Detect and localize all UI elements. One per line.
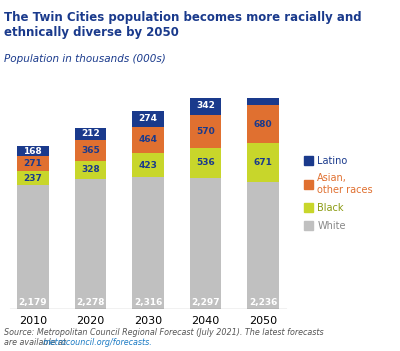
Bar [247,105,279,144]
Bar [17,146,49,156]
Bar [74,179,106,309]
Text: 212: 212 [81,129,100,138]
Text: The Twin Cities population becomes more racially and
ethnically diverse by 2050: The Twin Cities population becomes more … [4,11,362,39]
Text: 274: 274 [138,114,158,123]
Text: 2030: 2030 [134,316,162,326]
Bar [247,144,279,181]
Bar [190,178,222,309]
Text: 2,236: 2,236 [249,298,277,307]
Bar [247,181,279,309]
Bar [132,153,164,177]
Text: 570: 570 [196,127,215,136]
Text: 2010: 2010 [19,316,47,326]
Bar [190,115,222,148]
Text: 328: 328 [81,165,100,174]
Text: 671: 671 [254,158,273,167]
Text: 423: 423 [138,160,158,170]
Text: 2050: 2050 [249,316,277,326]
Bar [190,148,222,178]
Bar [74,160,106,179]
Text: 271: 271 [23,159,42,168]
Text: are available at: are available at [4,338,69,347]
Text: Source: Metropolitan Council Regional Forecast (July 2021). The latest forecasts: Source: Metropolitan Council Regional Fo… [4,328,324,337]
Bar [17,185,49,309]
Text: Population in thousands (000s): Population in thousands (000s) [4,54,166,64]
Text: 342: 342 [196,101,215,110]
Bar [132,111,164,127]
Bar [74,128,106,140]
Bar [190,96,222,115]
Text: 2,278: 2,278 [76,298,105,307]
Text: metrocouncil.org/forecasts.: metrocouncil.org/forecasts. [43,338,153,347]
Text: 2,297: 2,297 [191,298,220,307]
Bar [17,171,49,185]
Legend: Latino, Asian,
other races, Black, White: Latino, Asian, other races, Black, White [300,152,377,234]
Text: 536: 536 [196,158,215,167]
Text: 2040: 2040 [192,316,220,326]
Bar [132,177,164,309]
Bar [132,127,164,153]
Text: 2020: 2020 [76,316,104,326]
Bar [17,156,49,171]
Text: 365: 365 [81,146,100,155]
Text: 168: 168 [24,147,42,155]
Bar [74,140,106,160]
Bar [247,81,279,105]
Text: 237: 237 [23,174,42,183]
Text: 2,179: 2,179 [18,298,47,307]
Text: 2,316: 2,316 [134,298,162,307]
Text: 413: 413 [254,88,273,98]
Text: 680: 680 [254,120,272,128]
Text: 464: 464 [138,135,158,144]
